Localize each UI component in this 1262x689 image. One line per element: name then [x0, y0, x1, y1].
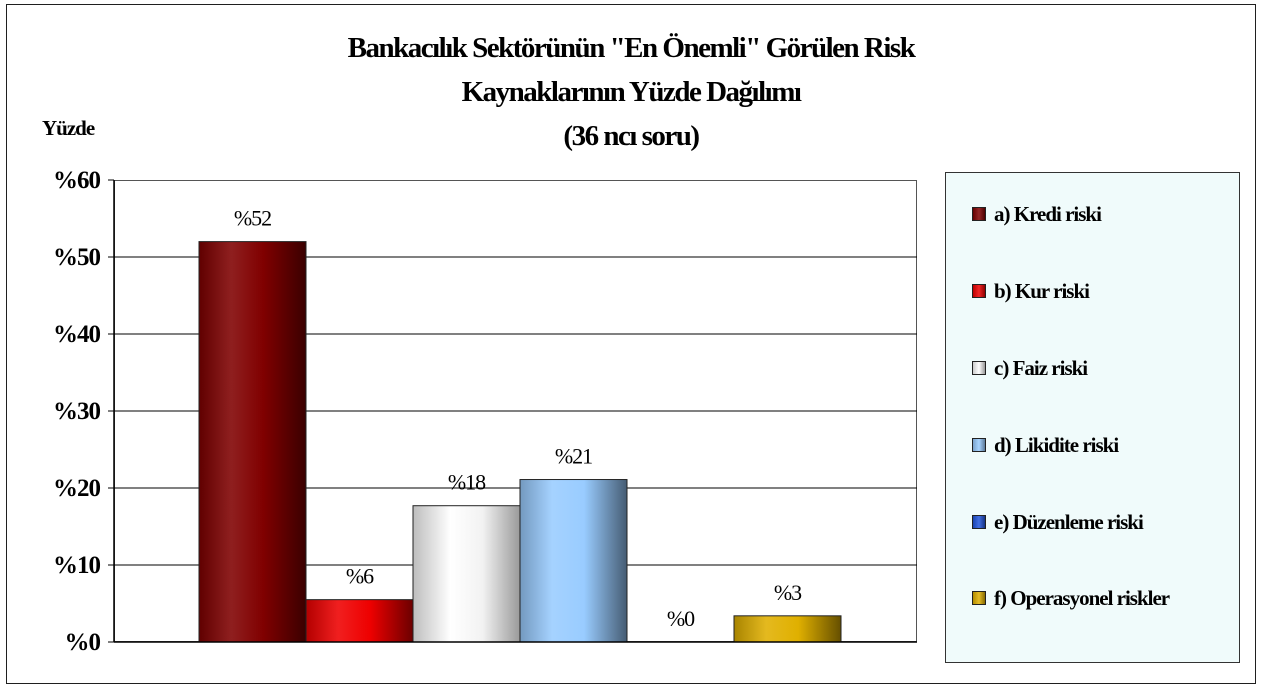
bar-data-labels: %52 %6 %18 %21 %0 %3	[234, 206, 803, 631]
y-axis-ticks: %0 %10 %20 %30 %40 %50 %60	[53, 167, 114, 656]
y-tick-label: %40	[53, 321, 101, 348]
y-axis-label: Yüzde	[42, 116, 95, 140]
y-tick-label: %20	[53, 475, 101, 502]
bar-label-kur-riski: %6	[346, 564, 374, 589]
legend-label: b) Kur riski	[994, 278, 1090, 303]
bars	[113, 180, 917, 643]
bar-label-kredi-riski: %52	[234, 206, 271, 231]
bar-label-operasyonel-riskler: %3	[774, 580, 802, 605]
y-tick-label: %10	[53, 552, 101, 579]
legend-swatch	[972, 207, 986, 221]
bar-faiz-riski	[412, 505, 521, 643]
y-tick-label: %30	[53, 398, 101, 425]
chart-title-line-2: Kaynaklarının Yüzde Dağılımı	[461, 76, 802, 108]
legend-swatch	[972, 438, 986, 452]
bar-kur-riski	[305, 599, 414, 643]
legend-item-likidite: d) Likidite riski	[972, 432, 1119, 458]
legend-item-duzenleme: e) Düzenleme riski	[972, 509, 1144, 535]
legend-label: d) Likidite riski	[994, 432, 1119, 457]
chart-title-line-1: Bankacılık Sektörünün "En Önemli" Görüle…	[347, 32, 916, 64]
bar-label-likidite-riski: %21	[555, 444, 592, 469]
legend-item-kur: b) Kur riski	[972, 278, 1090, 304]
legend-label: f) Operasyonel riskler	[994, 585, 1170, 610]
y-tick-label: %60	[53, 167, 101, 194]
y-tick-label: %0	[65, 629, 101, 656]
legend-swatch	[972, 515, 986, 529]
chart-title: Bankacılık Sektörünün "En Önemli" Görüle…	[0, 26, 1262, 158]
legend-swatch	[972, 284, 986, 298]
bar-kredi-riski	[198, 241, 307, 643]
legend-swatch	[972, 591, 986, 605]
legend-label: c) Faiz riski	[994, 355, 1088, 380]
legend: a) Kredi riski b) Kur riski c) Faiz risk…	[945, 172, 1240, 663]
legend-item-operasyonel: f) Operasyonel riskler	[972, 585, 1170, 611]
legend-item-kredi: a) Kredi riski	[972, 201, 1102, 227]
legend-label: e) Düzenleme riski	[994, 509, 1144, 534]
bar-label-d-zenleme-riski: %0	[667, 606, 695, 631]
chart-title-line-3: (36 ncı soru)	[563, 120, 700, 152]
bar-likidite-riski	[519, 479, 628, 643]
legend-item-faiz: c) Faiz riski	[972, 355, 1088, 381]
bar-operasyonel-riskler	[733, 615, 842, 643]
bar-label-faiz-riski: %18	[448, 470, 486, 495]
legend-label: a) Kredi riski	[994, 201, 1102, 226]
y-tick-label: %50	[53, 244, 101, 271]
legend-swatch	[972, 361, 986, 375]
